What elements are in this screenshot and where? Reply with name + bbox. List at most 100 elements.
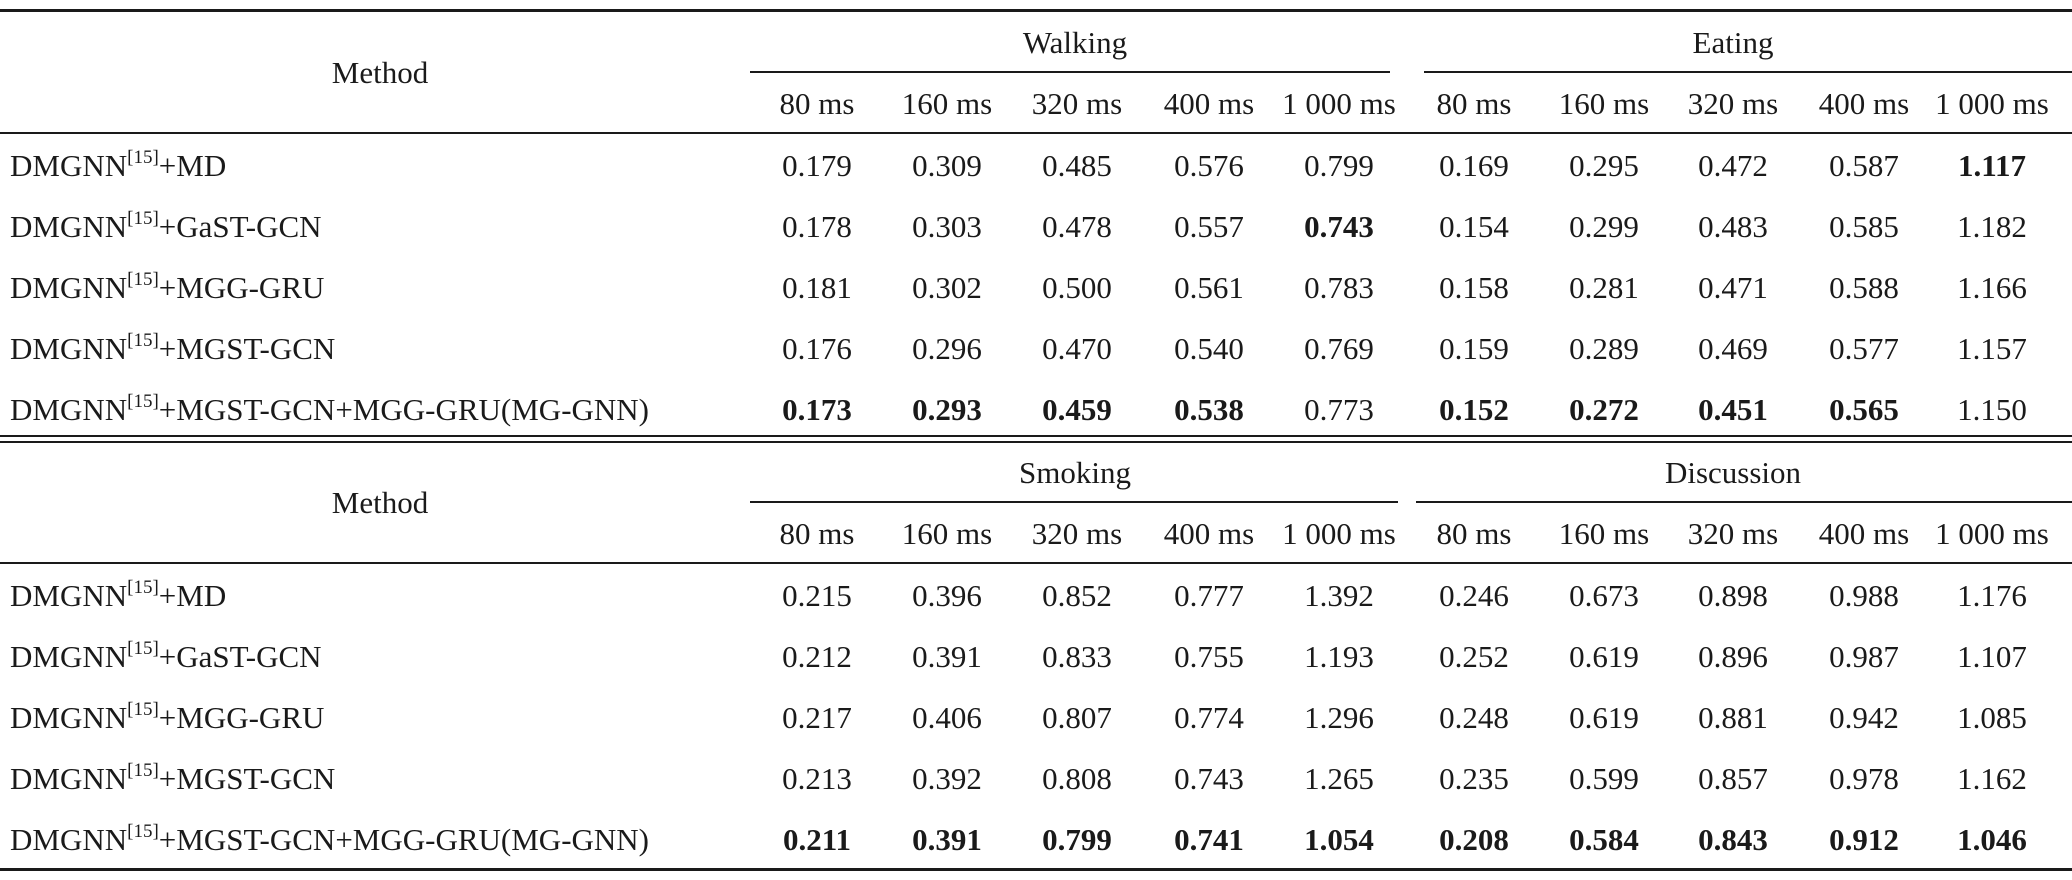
table-cell: 0.299 <box>1569 209 1639 244</box>
table-cell: 1.117 <box>1957 148 2027 183</box>
table-cell: 0.478 <box>1042 209 1112 244</box>
table-cell: 0.538 <box>1174 392 1244 427</box>
table-rule <box>1424 71 2072 73</box>
method-suffix: +MD <box>158 148 227 183</box>
table-cell: 0.173 <box>782 392 852 427</box>
method-name: DMGNN[15]+MD <box>10 576 226 616</box>
method-base: DMGNN <box>10 578 128 613</box>
method-suffix: +MGST-GCN+MGG-GRU(MG-GNN) <box>158 822 649 857</box>
table-cell: 0.485 <box>1042 148 1112 183</box>
table-cell: 0.673 <box>1569 578 1639 613</box>
table-cell: 1.182 <box>1957 209 2027 244</box>
table-cell: 0.217 <box>782 700 852 735</box>
table-cell: 1.193 <box>1304 639 1374 674</box>
table-cell: 0.272 <box>1569 392 1639 427</box>
table-cell: 0.500 <box>1042 270 1112 305</box>
method-name: DMGNN[15]+GaST-GCN <box>10 207 322 247</box>
table-cell: 0.178 <box>782 209 852 244</box>
method-name: DMGNN[15]+MGG-GRU <box>10 268 324 308</box>
table-cell: 0.619 <box>1569 700 1639 735</box>
table-cell: 0.561 <box>1174 270 1244 305</box>
table-cell: 1.054 <box>1304 822 1374 857</box>
method-name: DMGNN[15]+GaST-GCN <box>10 637 322 677</box>
citation-ref: [15] <box>127 146 159 168</box>
table-cell: 0.391 <box>912 639 982 674</box>
column-header: 400 ms <box>1163 86 1255 121</box>
method-base: DMGNN <box>10 700 128 735</box>
method-base: DMGNN <box>10 822 128 857</box>
table-cell: 0.898 <box>1698 578 1768 613</box>
table-cell: 0.406 <box>912 700 982 735</box>
table-cell: 0.176 <box>782 331 852 366</box>
table-cell: 0.472 <box>1698 148 1768 183</box>
table-cell: 0.246 <box>1439 578 1509 613</box>
table-cell: 0.896 <box>1698 639 1768 674</box>
table-cell: 0.483 <box>1698 209 1768 244</box>
table-cell: 0.309 <box>912 148 982 183</box>
table-rule <box>750 71 1390 73</box>
table-cell: 0.459 <box>1042 392 1112 427</box>
column-header: 80 ms <box>779 86 855 121</box>
table-cell: 0.852 <box>1042 578 1112 613</box>
method-name: DMGNN[15]+MGST-GCN+MGG-GRU(MG-GNN) <box>10 820 649 860</box>
table-cell: 0.252 <box>1439 639 1509 674</box>
table-cell: 0.833 <box>1042 639 1112 674</box>
table-rule <box>750 501 1398 503</box>
table-cell: 0.619 <box>1569 639 1639 674</box>
table-cell: 0.799 <box>1042 822 1112 857</box>
table-cell: 0.576 <box>1174 148 1244 183</box>
table-cell: 0.208 <box>1439 822 1509 857</box>
table-cell: 0.799 <box>1304 148 1374 183</box>
table-cell: 0.743 <box>1174 761 1244 796</box>
table-cell: 0.584 <box>1569 822 1639 857</box>
table-cell: 1.107 <box>1957 639 2027 674</box>
table-cell: 0.774 <box>1174 700 1244 735</box>
table-cell: 0.585 <box>1829 209 1899 244</box>
column-header: 80 ms <box>779 516 855 551</box>
table-cell: 0.235 <box>1439 761 1509 796</box>
method-name: DMGNN[15]+MGST-GCN <box>10 759 335 799</box>
column-header: 400 ms <box>1163 516 1255 551</box>
citation-ref: [15] <box>127 576 159 598</box>
method-name: DMGNN[15]+MGST-GCN <box>10 329 335 369</box>
column-header: 400 ms <box>1818 86 1910 121</box>
table-cell: 0.391 <box>912 822 982 857</box>
column-header: 320 ms <box>1031 516 1123 551</box>
table-cell: 0.303 <box>912 209 982 244</box>
table-cell: 0.392 <box>912 761 982 796</box>
column-header: 160 ms <box>1558 516 1650 551</box>
method-header: Method <box>331 54 429 90</box>
table-cell: 0.881 <box>1698 700 1768 735</box>
method-name: DMGNN[15]+MGG-GRU <box>10 698 324 738</box>
column-header: 1 000 ms <box>1935 516 2049 551</box>
table-rule <box>0 132 2072 134</box>
method-suffix: +MD <box>158 578 227 613</box>
table-cell: 0.843 <box>1698 822 1768 857</box>
citation-ref: [15] <box>127 759 159 781</box>
column-header: 320 ms <box>1687 516 1779 551</box>
table-cell: 0.755 <box>1174 639 1244 674</box>
table-cell: 0.942 <box>1829 700 1899 735</box>
citation-ref: [15] <box>127 207 159 229</box>
table-cell: 0.213 <box>782 761 852 796</box>
column-header: 160 ms <box>1558 86 1650 121</box>
table-cell: 1.085 <box>1957 700 2027 735</box>
table-cell: 0.557 <box>1174 209 1244 244</box>
method-header: Method <box>331 484 429 520</box>
method-suffix: +GaST-GCN <box>158 209 322 244</box>
table-cell: 1.392 <box>1304 578 1374 613</box>
method-suffix: +MGST-GCN <box>158 761 336 796</box>
method-base: DMGNN <box>10 639 128 674</box>
table-rule <box>0 435 2072 437</box>
table-cell: 0.296 <box>912 331 982 366</box>
column-header: 320 ms <box>1031 86 1123 121</box>
group-header: Discussion <box>1664 455 1802 490</box>
table-cell: 0.295 <box>1569 148 1639 183</box>
table-cell: 0.158 <box>1439 270 1509 305</box>
table-cell: 0.565 <box>1829 392 1899 427</box>
table-cell: 0.857 <box>1698 761 1768 796</box>
table-cell: 0.215 <box>782 578 852 613</box>
table-cell: 1.296 <box>1304 700 1374 735</box>
method-base: DMGNN <box>10 209 128 244</box>
table-cell: 0.471 <box>1698 270 1768 305</box>
